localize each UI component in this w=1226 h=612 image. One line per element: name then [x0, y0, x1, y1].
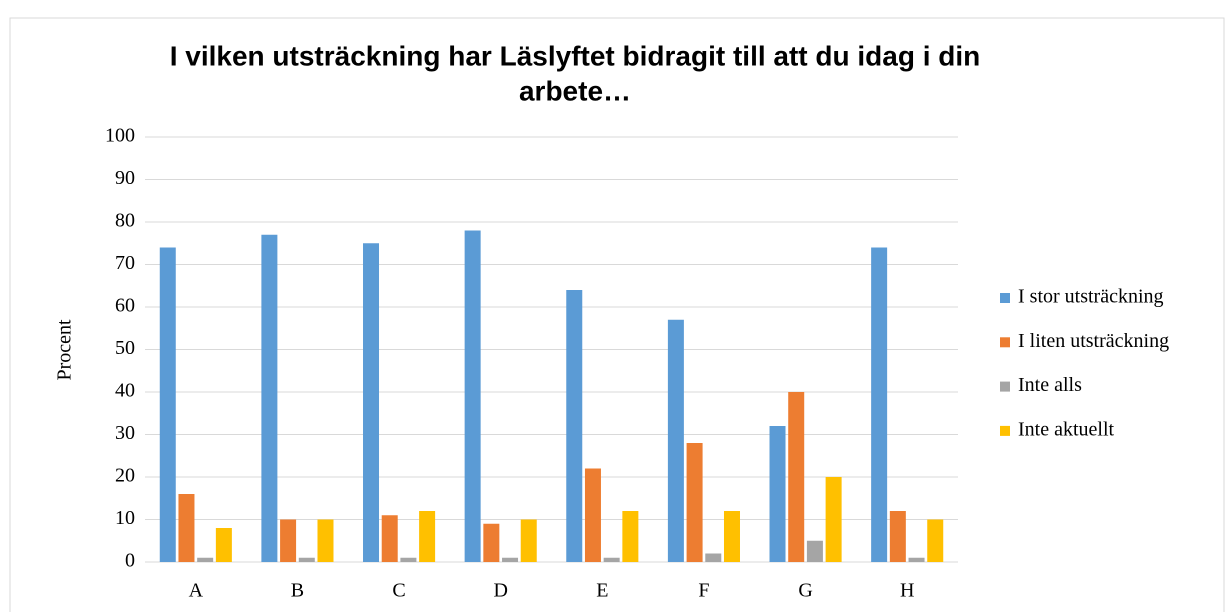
- legend-label: Inte aktuellt: [1018, 418, 1115, 440]
- bar: [584, 468, 601, 562]
- bar: [927, 519, 944, 562]
- y-tick-label: 20: [115, 465, 135, 487]
- bar: [686, 443, 703, 562]
- chart-title: I vilken utsträckning har Läslyftet bidr…: [170, 40, 981, 71]
- y-tick-label: 40: [115, 380, 135, 402]
- x-tick-label: B: [291, 580, 304, 602]
- y-tick-label: 70: [115, 252, 135, 274]
- x-tick-label: C: [392, 580, 405, 602]
- bar: [806, 540, 823, 562]
- bar: [197, 557, 214, 562]
- bar: [419, 511, 436, 562]
- legend-swatch: [1000, 337, 1010, 348]
- legend-label: I liten utsträckning: [1018, 330, 1169, 352]
- bar: [603, 557, 620, 562]
- bar: [769, 426, 786, 562]
- bar: [667, 319, 684, 562]
- y-tick-label: 0: [125, 550, 135, 572]
- y-tick-label: 10: [115, 507, 135, 529]
- x-tick-label: H: [900, 580, 914, 602]
- y-tick-label: 100: [105, 125, 135, 147]
- bar: [261, 234, 278, 562]
- chart-border: [9, 17, 1225, 612]
- x-tick-label: E: [596, 580, 608, 602]
- bar: [520, 519, 537, 562]
- x-tick-label: D: [493, 580, 507, 602]
- y-axis-label: Procent: [54, 319, 76, 381]
- legend-swatch: [1000, 293, 1010, 303]
- bar: [298, 557, 315, 562]
- bar: [483, 523, 500, 562]
- legend-swatch: [1000, 425, 1010, 436]
- y-tick-label: 60: [115, 295, 135, 317]
- bar: [159, 247, 176, 562]
- bar: [363, 243, 380, 562]
- legend-label: I stor utsträckning: [1018, 286, 1164, 308]
- bar: [622, 511, 639, 562]
- bar: [464, 230, 481, 562]
- bar: [889, 511, 906, 562]
- chart-title: arbete…: [519, 75, 631, 106]
- bar: [280, 519, 297, 562]
- bar: [215, 528, 232, 562]
- bar: [381, 515, 398, 562]
- x-tick-label: A: [189, 580, 204, 602]
- bar: [317, 519, 334, 562]
- bar: [178, 494, 195, 562]
- bar: [705, 553, 722, 562]
- bar: [825, 477, 842, 562]
- bar: [723, 511, 740, 562]
- bar: [502, 557, 519, 562]
- bar: [871, 247, 888, 562]
- bar: [566, 290, 583, 562]
- y-tick-label: 80: [115, 210, 135, 232]
- legend-label: Inte alls: [1018, 374, 1082, 396]
- legend-swatch: [1000, 381, 1010, 392]
- bar: [788, 392, 805, 562]
- y-tick-label: 50: [115, 337, 135, 359]
- y-tick-label: 30: [115, 422, 135, 444]
- x-tick-label: F: [698, 580, 709, 602]
- y-tick-label: 90: [115, 167, 135, 189]
- bar: [400, 557, 417, 562]
- bar: [908, 557, 925, 562]
- x-tick-label: G: [798, 580, 812, 602]
